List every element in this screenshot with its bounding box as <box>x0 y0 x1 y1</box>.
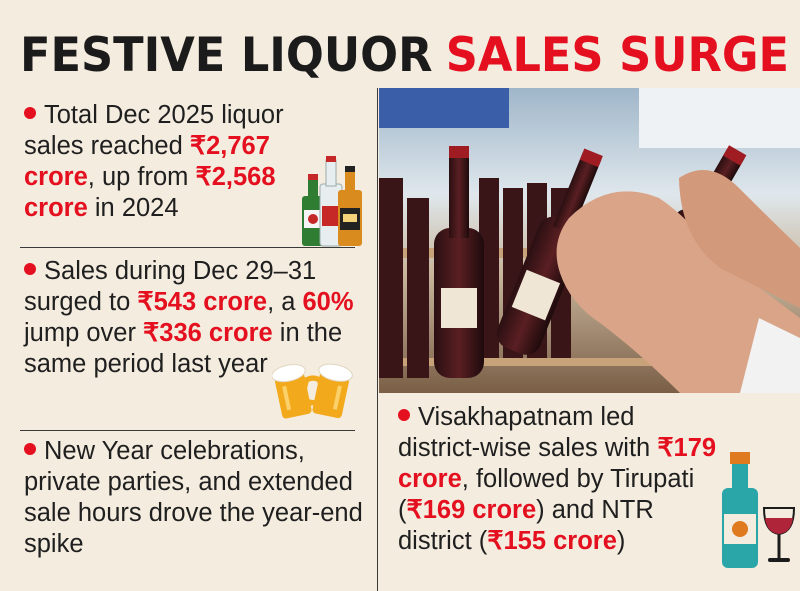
divider <box>20 247 355 248</box>
bullet-text: , a <box>267 288 303 316</box>
highlight-percent: 60% <box>302 288 354 316</box>
beer-mugs-icon <box>272 363 353 419</box>
headline: FESTIVE LIQUOR SALES SURGE <box>20 22 789 88</box>
wine-shop-photo <box>379 88 800 393</box>
bullet-text: Visakhapatnam led district-wise sales wi… <box>398 403 658 462</box>
bullet-text: ) and NTR district ( <box>398 496 654 555</box>
bullet-dot <box>398 409 410 422</box>
highlight-amount: ₹2,568 crore <box>24 163 276 222</box>
bullet-text: jump over <box>24 319 144 347</box>
highlight-amount: ₹169 crore <box>406 496 537 524</box>
bullet-dot <box>24 443 36 456</box>
headline-part1: FESTIVE LIQUOR <box>20 27 433 83</box>
highlight-amount: ₹2,767 crore <box>24 132 270 191</box>
column-divider <box>377 88 378 591</box>
bullet-district-sales: Visakhapatnam led district-wise sales wi… <box>398 402 723 557</box>
highlight-amount: ₹543 crore <box>137 288 268 316</box>
bullet-total-sales: Total Dec 2025 liquor sales reached ₹2,7… <box>24 100 324 224</box>
bullet-text: , followed by Tirupati ( <box>398 465 695 524</box>
wine-bottle-glass-icon <box>722 452 796 568</box>
bullet-dec-29-31-sales: Sales during Dec 29–31 surged to ₹543 cr… <box>24 256 364 380</box>
bullet-text: Total Dec 2025 liquor sales reached <box>24 101 284 160</box>
bullet-text: ) <box>616 527 626 555</box>
highlight-amount: ₹179 crore <box>398 434 717 493</box>
bullet-drivers: New Year celebrations, private parties, … <box>24 436 369 560</box>
bullet-text: in the same period last year <box>24 319 343 378</box>
bullet-text: in 2024 <box>87 194 179 222</box>
highlight-amount: ₹155 crore <box>487 527 617 555</box>
headline-part2: SALES SURGE <box>445 27 790 83</box>
bullet-text: Sales during Dec 29–31 surged to <box>24 257 317 316</box>
highlight-amount: ₹336 crore <box>143 319 273 347</box>
liquor-bottles-icon <box>302 156 362 247</box>
bullet-dot <box>24 263 36 276</box>
bullet-text: New Year celebrations, private parties, … <box>24 437 363 558</box>
bullet-text: , up from <box>87 163 196 191</box>
bullet-dot <box>24 107 36 120</box>
divider <box>20 430 355 431</box>
